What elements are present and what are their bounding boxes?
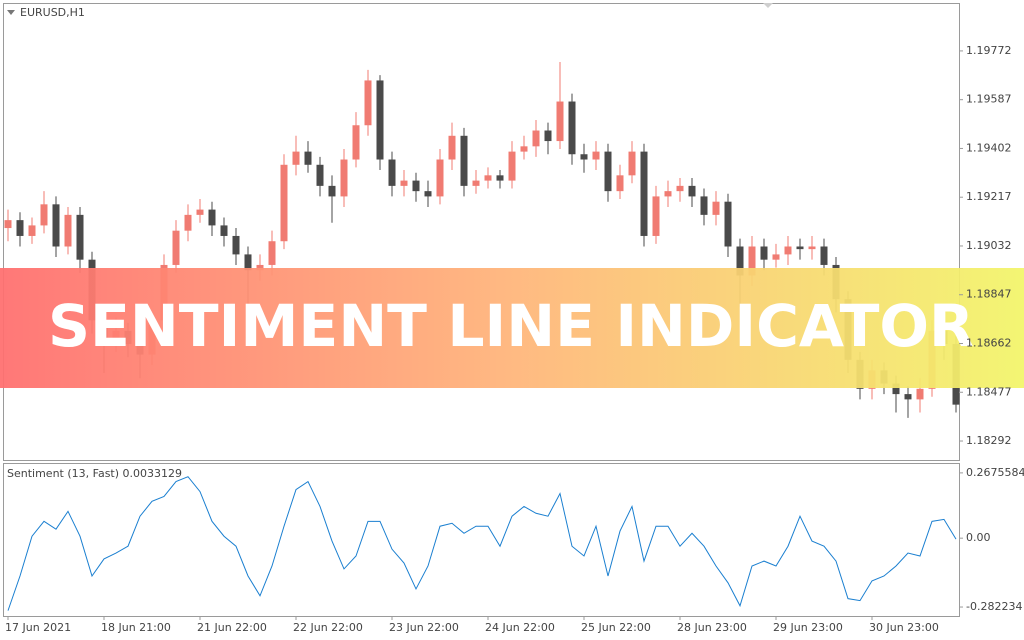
candle-body <box>568 101 576 155</box>
y-tick-label: -0.282234 <box>966 600 1022 613</box>
candle-body <box>916 388 924 400</box>
y-tick-label: 1.18662 <box>966 336 1012 349</box>
candle-body <box>760 246 768 260</box>
symbol-title: EURUSD,H1 <box>20 6 85 19</box>
candle-body <box>472 180 480 186</box>
candle-body <box>532 130 540 147</box>
candle-body <box>196 209 204 215</box>
x-tick-label: 28 Jun 23:00 <box>677 621 747 634</box>
candle-body <box>412 180 420 192</box>
candle-body <box>364 80 372 126</box>
candle-body <box>376 80 384 160</box>
x-tick-label: 29 Jun 23:00 <box>773 621 843 634</box>
candle-body <box>904 394 912 400</box>
y-tick-label: 1.19772 <box>966 44 1012 57</box>
candle-body <box>556 101 564 142</box>
x-tick-label: 21 Jun 22:00 <box>197 621 267 634</box>
y-tick-label: 1.19217 <box>966 190 1012 203</box>
candle-body <box>592 151 600 160</box>
candle-body <box>184 214 192 231</box>
candle-body <box>448 135 456 160</box>
y-tick-label: 1.19402 <box>966 141 1012 154</box>
candle-body <box>496 175 504 181</box>
x-tick-label: 30 Jun 23:00 <box>869 621 939 634</box>
x-tick-label: 18 Jun 21:00 <box>101 621 171 634</box>
banner-text: SENTIMENT LINE INDICATOR <box>48 292 974 360</box>
candle-body <box>40 204 48 226</box>
candle-body <box>736 246 744 276</box>
candle-body <box>712 201 720 215</box>
candle-body <box>280 164 288 242</box>
candle-body <box>664 191 672 197</box>
candle-body <box>400 180 408 186</box>
symbol-menu-arrow[interactable] <box>7 10 15 15</box>
candle-body <box>244 254 252 271</box>
candle-body <box>232 235 240 255</box>
y-tick-label: 0.2675584 <box>966 466 1024 479</box>
candle-body <box>484 175 492 181</box>
candle-body <box>724 201 732 247</box>
candle-body <box>628 151 636 176</box>
y-tick-label: 1.18477 <box>966 385 1012 398</box>
candle-body <box>292 151 300 165</box>
y-tick-label: 0.00 <box>966 531 991 544</box>
x-tick-label: 17 Jun 2021 <box>5 621 71 634</box>
x-tick-label: 24 Jun 22:00 <box>485 621 555 634</box>
candle-body <box>460 135 468 186</box>
candle-body <box>52 204 60 247</box>
candle-body <box>316 164 324 186</box>
indicator-title: Sentiment (13, Fast) 0.0033129 <box>7 467 182 480</box>
candle-body <box>424 191 432 197</box>
y-tick-label: 1.18292 <box>966 434 1012 447</box>
candle-body <box>808 246 816 250</box>
candle-body <box>820 246 828 265</box>
x-tick-label: 23 Jun 22:00 <box>389 621 459 634</box>
candle-body <box>640 151 648 236</box>
candle-body <box>700 196 708 215</box>
candle-body <box>268 241 276 265</box>
sentiment-line <box>7 476 957 611</box>
shift-marker <box>763 3 773 8</box>
candle-body <box>616 175 624 192</box>
candle-body <box>772 254 780 260</box>
y-tick-label: 1.19587 <box>966 93 1012 106</box>
candle-body <box>652 196 660 236</box>
candle-body <box>676 185 684 192</box>
candle-body <box>784 246 792 255</box>
candle-body <box>436 159 444 197</box>
candle-body <box>4 220 12 229</box>
candle-body <box>580 154 588 160</box>
candle-body <box>688 185 696 197</box>
candle-body <box>796 246 804 250</box>
candle-body <box>64 214 72 247</box>
candle-body <box>256 264 264 271</box>
x-tick-label: 25 Jun 22:00 <box>581 621 651 634</box>
candle-body <box>328 185 336 197</box>
candle-body <box>544 130 552 142</box>
banner <box>0 268 1024 388</box>
candle-body <box>892 383 900 395</box>
x-tick-label: 22 Jun 22:00 <box>293 621 363 634</box>
candle-body <box>340 159 348 197</box>
candle-body <box>76 214 84 260</box>
candle-body <box>208 209 216 226</box>
candle-body <box>16 220 24 236</box>
candle-body <box>220 225 228 236</box>
candle-body <box>520 146 528 152</box>
candle-body <box>748 246 756 276</box>
y-tick-label: 1.19032 <box>966 239 1012 252</box>
price-panel-frame <box>3 3 960 461</box>
candle-body <box>28 225 36 236</box>
candle-body <box>172 230 180 265</box>
candle-body <box>304 151 312 165</box>
indicator-panel-frame <box>3 463 960 617</box>
y-tick-label: 1.18847 <box>966 288 1012 301</box>
candle-body <box>352 125 360 160</box>
candle-body <box>604 151 612 192</box>
candle-body <box>508 151 516 181</box>
candle-body <box>388 159 396 186</box>
